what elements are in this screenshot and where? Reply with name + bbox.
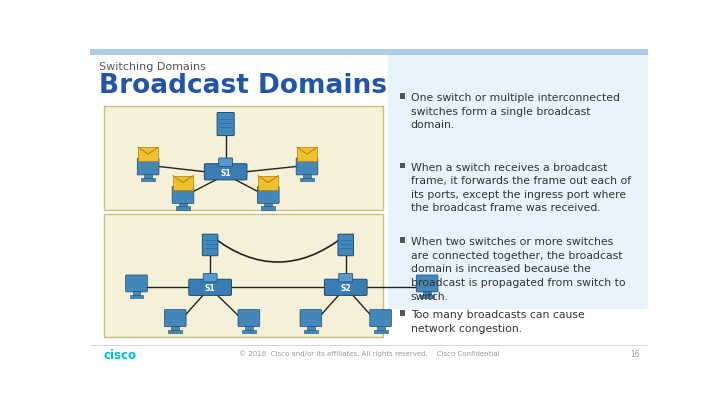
FancyBboxPatch shape	[400, 93, 405, 99]
FancyBboxPatch shape	[202, 234, 218, 256]
FancyBboxPatch shape	[338, 234, 354, 256]
FancyBboxPatch shape	[339, 273, 353, 282]
Text: When a switch receives a broadcast
frame, it forwards the frame out each of
its : When a switch receives a broadcast frame…	[411, 162, 631, 213]
FancyBboxPatch shape	[423, 291, 431, 296]
FancyBboxPatch shape	[374, 330, 387, 333]
FancyBboxPatch shape	[388, 55, 648, 309]
Text: cisco: cisco	[104, 349, 137, 362]
Text: Broadcast Domains: Broadcast Domains	[99, 73, 387, 99]
Text: S1: S1	[220, 169, 231, 178]
FancyBboxPatch shape	[377, 326, 384, 330]
Text: Too many broadcasts can cause
network congestion.: Too many broadcasts can cause network co…	[411, 310, 585, 334]
Text: Switching Domains: Switching Domains	[99, 62, 206, 72]
FancyBboxPatch shape	[264, 202, 272, 207]
FancyBboxPatch shape	[370, 310, 392, 326]
FancyBboxPatch shape	[420, 295, 434, 298]
FancyBboxPatch shape	[300, 178, 314, 181]
FancyBboxPatch shape	[242, 330, 256, 333]
FancyBboxPatch shape	[203, 273, 217, 282]
Text: One switch or multiple interconnected
switches form a single broadcast
domain.: One switch or multiple interconnected sw…	[411, 93, 620, 130]
FancyBboxPatch shape	[400, 310, 405, 316]
FancyBboxPatch shape	[258, 176, 279, 190]
Text: S2: S2	[341, 284, 351, 293]
FancyBboxPatch shape	[172, 186, 194, 203]
FancyBboxPatch shape	[400, 162, 405, 168]
FancyBboxPatch shape	[300, 310, 322, 326]
FancyBboxPatch shape	[130, 295, 143, 298]
FancyBboxPatch shape	[325, 279, 367, 295]
Text: S1: S1	[204, 284, 215, 293]
FancyBboxPatch shape	[400, 237, 405, 243]
Text: When two switches or more switches
are connected together, the broadcast
domain : When two switches or more switches are c…	[411, 237, 626, 302]
FancyBboxPatch shape	[171, 326, 179, 330]
FancyBboxPatch shape	[144, 174, 152, 179]
FancyBboxPatch shape	[258, 186, 279, 203]
FancyBboxPatch shape	[104, 214, 383, 337]
FancyBboxPatch shape	[141, 178, 155, 181]
FancyArrowPatch shape	[212, 237, 343, 262]
FancyBboxPatch shape	[304, 330, 318, 333]
FancyBboxPatch shape	[204, 164, 247, 180]
FancyBboxPatch shape	[138, 147, 158, 161]
FancyBboxPatch shape	[126, 275, 148, 292]
Text: 16: 16	[631, 350, 640, 360]
FancyBboxPatch shape	[189, 279, 231, 295]
FancyBboxPatch shape	[307, 326, 315, 330]
FancyBboxPatch shape	[138, 158, 159, 175]
FancyBboxPatch shape	[179, 202, 187, 207]
FancyBboxPatch shape	[238, 310, 260, 326]
FancyBboxPatch shape	[219, 158, 233, 166]
FancyBboxPatch shape	[104, 107, 383, 210]
FancyBboxPatch shape	[296, 158, 318, 175]
FancyBboxPatch shape	[297, 147, 317, 161]
FancyBboxPatch shape	[217, 113, 234, 136]
FancyBboxPatch shape	[303, 174, 311, 179]
FancyBboxPatch shape	[132, 291, 140, 296]
Text: © 2016  Cisco and/or its affiliates. All rights reserved.    Cisco Confidential: © 2016 Cisco and/or its affiliates. All …	[239, 350, 499, 357]
FancyBboxPatch shape	[416, 275, 438, 292]
FancyBboxPatch shape	[164, 310, 186, 326]
FancyBboxPatch shape	[261, 207, 275, 209]
FancyBboxPatch shape	[173, 176, 193, 190]
FancyBboxPatch shape	[245, 326, 253, 330]
FancyBboxPatch shape	[176, 207, 190, 209]
FancyBboxPatch shape	[168, 330, 182, 333]
FancyBboxPatch shape	[90, 49, 648, 55]
